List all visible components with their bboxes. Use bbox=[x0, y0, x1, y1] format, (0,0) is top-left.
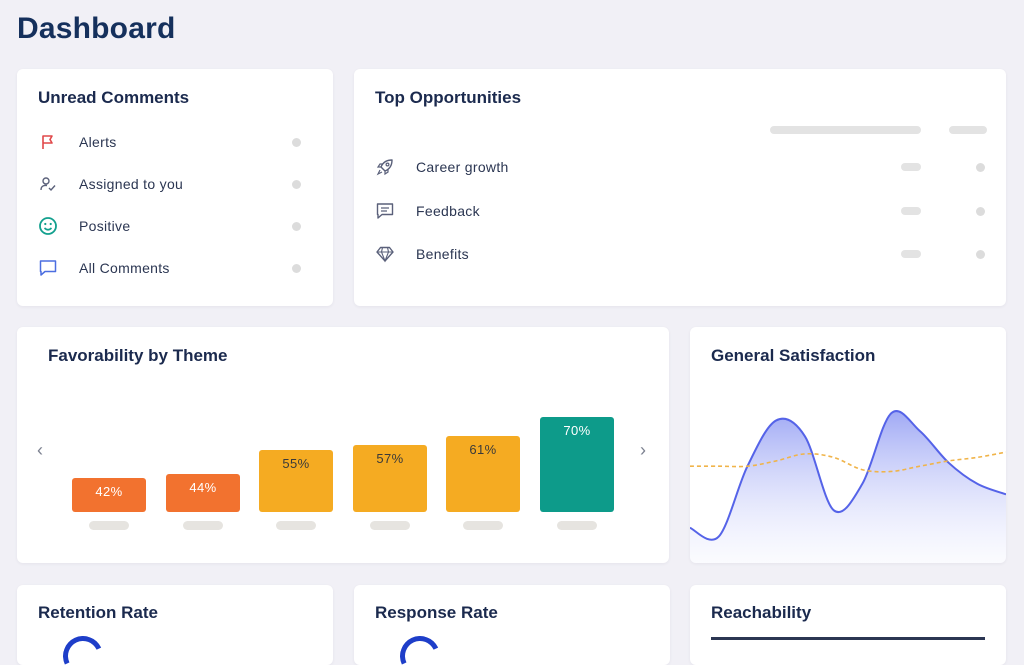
retention-rate-card: Retention Rate bbox=[17, 585, 333, 665]
response-gauge-arc bbox=[394, 630, 446, 665]
favorability-bar-chart: 42% 44% 55% 57% 61% 70% bbox=[17, 327, 669, 563]
benchmark-dashed-line bbox=[690, 451, 1006, 473]
diamond-icon bbox=[374, 243, 396, 265]
score-placeholder bbox=[901, 250, 921, 258]
favorability-card: Favorability by Theme ‹ › 42% 44% 55% 57% 61… bbox=[17, 327, 669, 563]
general-satisfaction-title: General Satisfaction bbox=[711, 346, 876, 365]
unread-item-assigned[interactable]: Assigned to you bbox=[37, 172, 183, 196]
favorability-bar-label: 70% bbox=[563, 423, 591, 438]
unread-item-label: Assigned to you bbox=[79, 176, 184, 192]
category-label-placeholder bbox=[183, 521, 223, 530]
favorability-bar-label: 44% bbox=[189, 480, 217, 495]
top-opportunities-card: Top Opportunities Career growth Feedback… bbox=[354, 69, 1006, 306]
score-dot bbox=[976, 163, 985, 172]
favorability-bar[interactable]: 42% bbox=[72, 478, 146, 512]
top-opportunities-title: Top Opportunities bbox=[375, 88, 522, 107]
assigned-count-dot bbox=[292, 180, 301, 189]
favorability-bar-label: 42% bbox=[95, 484, 123, 499]
opportunity-item-label: Feedback bbox=[416, 203, 480, 219]
favorability-bar-label: 61% bbox=[469, 442, 497, 457]
unread-item-alerts[interactable]: Alerts bbox=[37, 130, 117, 154]
retention-rate-title: Retention Rate bbox=[38, 603, 158, 622]
favorability-bar-label: 57% bbox=[376, 451, 404, 466]
unread-item-label: Positive bbox=[79, 218, 131, 234]
score-dot bbox=[976, 250, 985, 259]
category-label-placeholder bbox=[89, 521, 129, 530]
score-placeholder bbox=[901, 163, 921, 171]
unread-item-label: All Comments bbox=[79, 260, 170, 276]
favorability-bar-label: 55% bbox=[282, 456, 310, 471]
favorability-bar[interactable]: 44% bbox=[166, 474, 240, 512]
unread-item-label: Alerts bbox=[79, 134, 117, 150]
smiley-icon bbox=[37, 215, 59, 237]
rocket-icon bbox=[374, 156, 396, 178]
favorability-bar[interactable]: 70% bbox=[540, 417, 614, 512]
column-header-placeholder bbox=[949, 126, 987, 134]
reachability-title: Reachability bbox=[711, 603, 812, 622]
satisfaction-series-line bbox=[690, 410, 1006, 541]
favorability-title: Favorability by Theme bbox=[48, 346, 228, 365]
general-satisfaction-card: General Satisfaction bbox=[690, 327, 1006, 563]
message-icon bbox=[374, 200, 396, 222]
all-comments-count-dot bbox=[292, 264, 301, 273]
positive-count-dot bbox=[292, 222, 301, 231]
satisfaction-area-fill bbox=[690, 411, 1006, 563]
reachability-bar bbox=[711, 637, 985, 640]
opportunity-item-label: Benefits bbox=[416, 246, 469, 262]
opportunity-item-benefits[interactable]: Benefits bbox=[374, 242, 469, 266]
favorability-bar[interactable]: 61% bbox=[446, 436, 520, 512]
unread-item-positive[interactable]: Positive bbox=[37, 214, 130, 238]
column-header-placeholder bbox=[770, 126, 921, 134]
response-rate-title: Response Rate bbox=[375, 603, 498, 622]
category-label-placeholder bbox=[557, 521, 597, 530]
opportunity-item-label: Career growth bbox=[416, 159, 509, 175]
unread-item-all-comments[interactable]: All Comments bbox=[37, 256, 170, 280]
category-label-placeholder bbox=[370, 521, 410, 530]
favorability-bar[interactable]: 55% bbox=[259, 450, 333, 512]
category-label-placeholder bbox=[276, 521, 316, 530]
unread-comments-card: Unread Comments Alerts Assigned to you P… bbox=[17, 69, 333, 306]
opportunity-item-feedback[interactable]: Feedback bbox=[374, 199, 480, 223]
retention-gauge-arc bbox=[57, 630, 109, 665]
response-rate-card: Response Rate bbox=[354, 585, 670, 665]
opportunity-item-career-growth[interactable]: Career growth bbox=[374, 155, 509, 179]
category-label-placeholder bbox=[463, 521, 503, 530]
alerts-count-dot bbox=[292, 138, 301, 147]
unread-comments-title: Unread Comments bbox=[38, 88, 190, 107]
page-title: Dashboard bbox=[17, 12, 176, 45]
score-dot bbox=[976, 207, 985, 216]
user-check-icon bbox=[37, 173, 59, 195]
favorability-bar[interactable]: 57% bbox=[353, 445, 427, 512]
satisfaction-area-chart bbox=[690, 410, 1006, 563]
reachability-card: Reachability bbox=[690, 585, 1006, 665]
chevron-left-icon[interactable]: ‹ bbox=[37, 440, 43, 460]
chevron-right-icon[interactable]: › bbox=[640, 440, 646, 460]
comment-icon bbox=[37, 257, 59, 279]
flag-icon bbox=[37, 131, 59, 153]
score-placeholder bbox=[901, 207, 921, 215]
